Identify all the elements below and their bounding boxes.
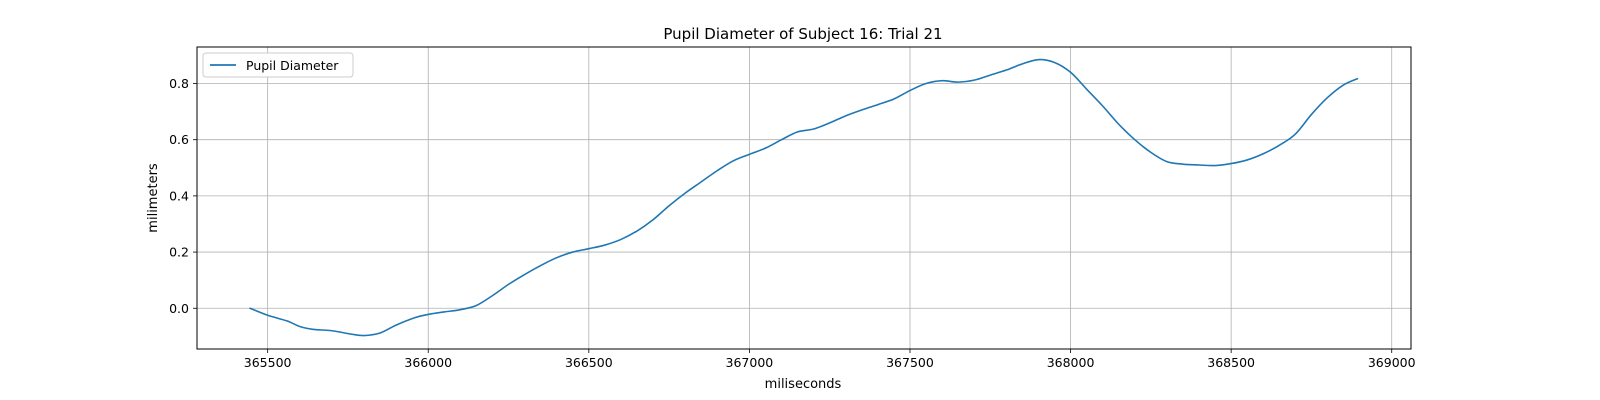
legend-box xyxy=(202,52,354,78)
x-tick-label: 366500 xyxy=(565,355,613,370)
y-tick-label: 0.6 xyxy=(169,132,189,147)
x-axis-ticks: 365500 366000 366500 367000 367500 368000 3685… xyxy=(244,349,1416,370)
x-tick-label: 368500 xyxy=(1207,355,1255,370)
series-line-pupil-diameter xyxy=(249,58,1359,337)
series-group xyxy=(249,58,1359,337)
y-axis-label: milimeters xyxy=(146,163,161,233)
legend: Pupil Diameter xyxy=(202,52,354,78)
x-axis-label: miliseconds xyxy=(765,377,842,392)
grid-lines xyxy=(197,47,1411,349)
x-tick-label: 367000 xyxy=(726,355,774,370)
plot-area-frame xyxy=(196,46,1412,350)
y-tick-label: 0.4 xyxy=(169,188,189,203)
y-tick-label: 0.2 xyxy=(169,245,189,260)
y-tick-label: 0.0 xyxy=(169,301,189,316)
x-tick-label: 369000 xyxy=(1368,355,1416,370)
x-tick-label: 366000 xyxy=(404,355,452,370)
y-axis-ticks: 0.0 0.2 0.4 0.6 0.8 xyxy=(169,76,197,316)
x-tick-label: 365500 xyxy=(244,355,292,370)
chart-title: Pupil Diameter of Subject 16: Trial 21 xyxy=(663,25,942,43)
legend-label-pupil-diameter: Pupil Diameter xyxy=(246,58,339,73)
y-tick-label: 0.8 xyxy=(169,76,189,91)
x-tick-label: 368000 xyxy=(1047,355,1095,370)
x-tick-label: 367500 xyxy=(886,355,934,370)
